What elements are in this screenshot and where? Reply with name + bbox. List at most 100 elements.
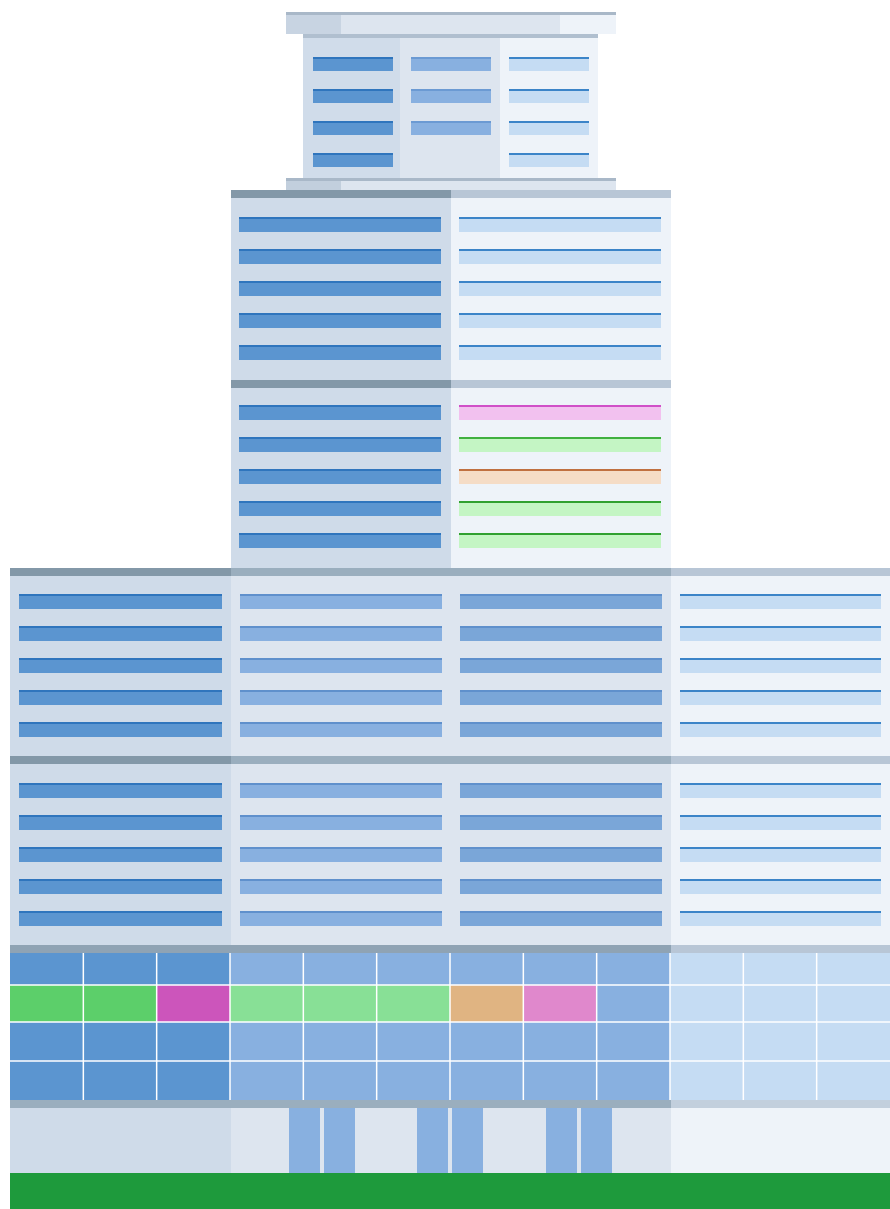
glass-panel (450, 985, 523, 1022)
glass-panel (523, 1022, 596, 1061)
glass-panel (10, 985, 83, 1022)
window (239, 249, 441, 264)
glass-panel (597, 1061, 670, 1100)
window-sill (240, 690, 442, 692)
window (459, 533, 661, 548)
window-sill (19, 690, 222, 692)
window (313, 57, 393, 71)
window (459, 313, 661, 328)
glass-panel (743, 1061, 816, 1100)
window-sill (239, 469, 441, 471)
glass-panel (597, 1022, 670, 1061)
window-sill (411, 89, 491, 91)
door-panel (324, 1108, 355, 1173)
window-sill (509, 57, 589, 59)
window-sill (680, 690, 881, 692)
window (19, 911, 222, 926)
window (680, 815, 881, 830)
window-sill (459, 405, 661, 407)
window (19, 815, 222, 830)
window-sill (459, 281, 661, 283)
window-sill (239, 281, 441, 283)
window (460, 722, 662, 737)
window-sill (459, 437, 661, 439)
window (460, 690, 662, 705)
window-sill (459, 469, 661, 471)
window-sill (19, 658, 222, 660)
window-sill (239, 501, 441, 503)
glass-panel (450, 1061, 523, 1100)
window-sill (680, 911, 881, 913)
window-sill (313, 121, 393, 123)
glass-panel (83, 985, 156, 1022)
window (460, 847, 662, 862)
window (240, 879, 442, 894)
glass-panel (523, 1061, 596, 1100)
floor-band (231, 380, 451, 388)
floor-band (671, 756, 890, 764)
window-sill (239, 313, 441, 315)
window (239, 501, 441, 516)
floor-band (231, 568, 451, 576)
window-sill (19, 783, 222, 785)
glass-panel (743, 985, 816, 1022)
window-sill (459, 313, 661, 315)
door-panel (417, 1108, 448, 1173)
glass-panel (670, 1061, 743, 1100)
glass-panel (303, 1022, 376, 1061)
floor-band (451, 568, 671, 576)
glass-panel (230, 1022, 303, 1061)
window (680, 783, 881, 798)
window (240, 626, 442, 641)
top-col-mid (400, 34, 500, 178)
glass-panel (377, 1061, 450, 1100)
glass-panel (10, 1022, 83, 1061)
glass-panel (670, 985, 743, 1022)
window-sill (239, 345, 441, 347)
glass-panel (83, 1061, 156, 1100)
window-sill (460, 911, 662, 913)
door-panel (546, 1108, 577, 1173)
glass-panel (817, 985, 890, 1022)
window-sill (19, 722, 222, 724)
top-base-cap-edge (286, 178, 616, 181)
window-sill (460, 690, 662, 692)
floor-band (231, 190, 451, 198)
window-sill (240, 911, 442, 913)
glass-panel (817, 1061, 890, 1100)
glass-panel (377, 953, 450, 985)
door-panel (452, 1108, 483, 1173)
glass-panel (743, 1022, 816, 1061)
window-sill (460, 847, 662, 849)
window-sill (460, 722, 662, 724)
page: (() => { const data = JSON.parse(documen… (0, 0, 890, 1209)
window (459, 501, 661, 516)
window (459, 405, 661, 420)
window-sill (240, 847, 442, 849)
window-sill (239, 217, 441, 219)
window-sill (680, 594, 881, 596)
window (460, 879, 662, 894)
window (680, 658, 881, 673)
window (509, 153, 589, 167)
window-sill (411, 121, 491, 123)
window (509, 57, 589, 71)
window (411, 121, 491, 135)
window (239, 345, 441, 360)
glass-panel (303, 1061, 376, 1100)
window-sill (680, 783, 881, 785)
window-sill (460, 594, 662, 596)
glass-panel (670, 953, 743, 985)
window (680, 690, 881, 705)
window (459, 345, 661, 360)
window-sill (459, 345, 661, 347)
window-sill (460, 783, 662, 785)
window (460, 911, 662, 926)
window-sill (460, 815, 662, 817)
glass-panel (83, 953, 156, 985)
window (240, 847, 442, 862)
glass-panel (230, 985, 303, 1022)
window-sill (680, 815, 881, 817)
glass-panel (597, 953, 670, 985)
floor-band (451, 756, 671, 764)
